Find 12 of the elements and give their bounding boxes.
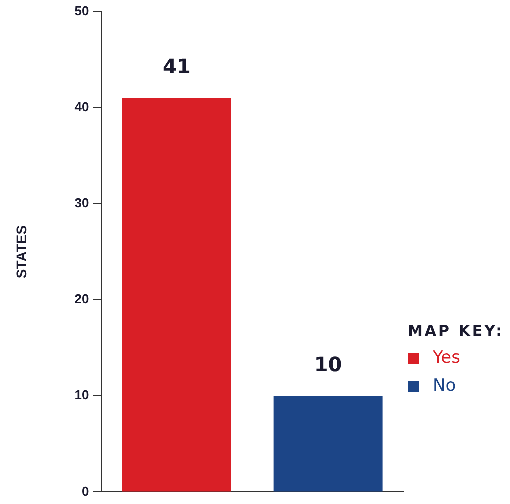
y-tick-label: 40 [74,99,90,114]
data-label: 10 [314,352,342,376]
y-tick-label: 10 [74,388,90,403]
legend-title: MAP KEY: [408,322,504,340]
legend-label: No [433,376,456,396]
y-tick-label: 0 [82,484,90,499]
legend-label: Yes [433,348,460,368]
y-tick-label: 30 [74,196,90,211]
y-axis-title: STATES [13,225,30,279]
y-tick-label: 50 [74,3,90,18]
data-label: 41 [163,54,191,78]
y-tick-label: 20 [74,292,90,307]
